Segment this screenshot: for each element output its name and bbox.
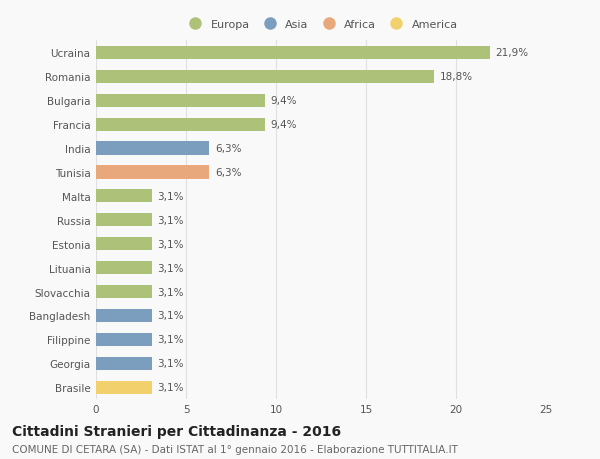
Text: 18,8%: 18,8% — [440, 72, 473, 82]
Bar — [96, 309, 152, 322]
Bar — [96, 71, 434, 84]
Bar — [96, 262, 152, 274]
Bar — [96, 333, 152, 346]
Text: 21,9%: 21,9% — [496, 48, 529, 58]
Legend: Europa, Asia, Africa, America: Europa, Asia, Africa, America — [182, 18, 460, 32]
Text: Cittadini Stranieri per Cittadinanza - 2016: Cittadini Stranieri per Cittadinanza - 2… — [12, 425, 341, 438]
Bar — [96, 142, 209, 155]
Text: 3,1%: 3,1% — [157, 239, 184, 249]
Bar — [96, 381, 152, 394]
Text: COMUNE DI CETARA (SA) - Dati ISTAT al 1° gennaio 2016 - Elaborazione TUTTITALIA.: COMUNE DI CETARA (SA) - Dati ISTAT al 1°… — [12, 444, 458, 454]
Text: 9,4%: 9,4% — [271, 120, 297, 130]
Bar — [96, 285, 152, 298]
Text: 6,3%: 6,3% — [215, 144, 241, 154]
Bar — [96, 166, 209, 179]
Text: 3,1%: 3,1% — [157, 191, 184, 202]
Bar — [96, 118, 265, 131]
Text: 3,1%: 3,1% — [157, 287, 184, 297]
Text: 3,1%: 3,1% — [157, 215, 184, 225]
Text: 3,1%: 3,1% — [157, 335, 184, 345]
Bar — [96, 190, 152, 203]
Text: 3,1%: 3,1% — [157, 311, 184, 321]
Text: 3,1%: 3,1% — [157, 263, 184, 273]
Bar — [96, 47, 490, 60]
Text: 3,1%: 3,1% — [157, 358, 184, 369]
Bar — [96, 95, 265, 107]
Bar — [96, 357, 152, 370]
Bar — [96, 214, 152, 227]
Bar — [96, 238, 152, 251]
Text: 3,1%: 3,1% — [157, 382, 184, 392]
Text: 9,4%: 9,4% — [271, 96, 297, 106]
Text: 6,3%: 6,3% — [215, 168, 241, 178]
